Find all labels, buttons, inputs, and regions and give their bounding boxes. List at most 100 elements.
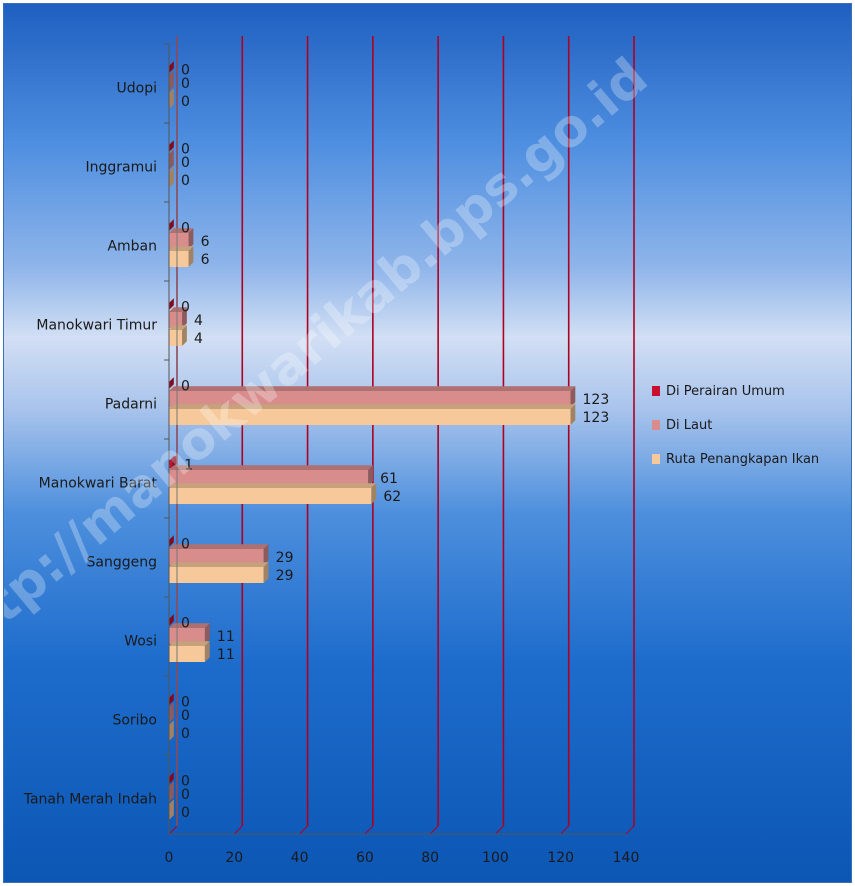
category-label: Wosi xyxy=(124,634,157,650)
watermark-text: http://manokwarikab.bps.go.id xyxy=(4,47,659,675)
bar-di-laut xyxy=(169,70,174,91)
bar-ruta-penangkapan-ikan xyxy=(169,88,174,109)
bar-ruta-penangkapan-ikan xyxy=(169,483,377,504)
value-label: 4 xyxy=(194,331,203,347)
gridlines xyxy=(168,36,635,835)
value-label: 29 xyxy=(276,568,294,584)
bar-ruta-penangkapan-ikan xyxy=(169,404,576,425)
value-label: 0 xyxy=(181,173,190,189)
value-label: 0 xyxy=(181,76,190,92)
value-label: 0 xyxy=(181,300,190,316)
bar-di-perairan-umum xyxy=(169,140,174,152)
value-label: 0 xyxy=(181,63,190,79)
floor-gridline-2 xyxy=(299,825,308,835)
value-label: 0 xyxy=(181,774,190,790)
value-label: 61 xyxy=(380,471,398,487)
bar-di-perairan-umum xyxy=(169,61,174,73)
bar-di-laut xyxy=(169,386,576,407)
x-tick-label-60: 60 xyxy=(356,850,374,866)
legend-swatch xyxy=(652,386,660,396)
value-label: 11 xyxy=(217,647,235,663)
bar-di-perairan-umum xyxy=(169,535,174,547)
value-label: 11 xyxy=(217,629,235,645)
bar-di-perairan-umum xyxy=(169,693,174,705)
category-label: Tanah Merah Indah xyxy=(23,792,157,808)
bar-di-perairan-umum xyxy=(169,377,174,389)
floor-gridline-4 xyxy=(429,825,439,835)
value-label: 0 xyxy=(181,726,190,742)
bar-chart: 0 20 40 60 80 100 120 140Udopi000Inggramui000Am… xyxy=(4,36,819,867)
bar-di-perairan-umum xyxy=(169,772,174,784)
floor-gridline-1 xyxy=(233,825,243,835)
value-label: 0 xyxy=(181,155,190,171)
value-label: 1 xyxy=(184,458,193,474)
chart-frame: 0 20 40 60 80 100 120 140 Udopi 0 0 0 Inggramui 0 0 0 Am… xyxy=(3,3,852,883)
floor-gridline-7 xyxy=(625,825,635,835)
bar-ruta-penangkapan-ikan xyxy=(169,167,174,188)
value-label: 0 xyxy=(181,537,190,553)
axes xyxy=(164,36,626,835)
category-label: Inggramui xyxy=(85,160,157,176)
bar-di-laut xyxy=(169,544,269,565)
value-label: 0 xyxy=(181,805,190,821)
category-label: Padarni xyxy=(105,397,157,413)
bar-ruta-penangkapan-ikan xyxy=(169,325,187,346)
legend: Di Perairan Umum Di Laut Ruta Penangkapan … xyxy=(652,384,819,467)
value-label: 0 xyxy=(181,379,190,395)
value-label: 0 xyxy=(181,94,190,110)
floor-gridline-6 xyxy=(560,825,570,835)
value-label: 4 xyxy=(194,313,203,329)
floor-gridline-0 xyxy=(168,825,178,835)
legend-entry: Ruta Penangkapan Ikan xyxy=(666,452,819,467)
value-label: 6 xyxy=(201,252,210,268)
value-label: 62 xyxy=(383,489,401,505)
x-tick-label-100: 100 xyxy=(482,850,509,866)
bars xyxy=(169,61,576,820)
bar-ruta-penangkapan-ikan xyxy=(169,799,174,820)
value-label: 6 xyxy=(201,234,210,250)
bar-di-laut xyxy=(169,623,210,644)
bar-ruta-penangkapan-ikan xyxy=(169,641,210,662)
x-tick-label-140: 140 xyxy=(613,850,640,866)
x-tick-label-0: 0 xyxy=(165,850,174,866)
category-label: Amban xyxy=(107,239,157,255)
legend-swatch xyxy=(652,454,660,464)
x-tick-label-20: 20 xyxy=(225,850,243,866)
value-label: 0 xyxy=(181,616,190,632)
value-label: 123 xyxy=(583,392,610,408)
x-tick-label-120: 120 xyxy=(547,850,574,866)
legend-entry: Di Perairan Umum xyxy=(666,384,785,399)
category-label: Manokwari Timur xyxy=(36,318,157,334)
bar-ruta-penangkapan-ikan xyxy=(169,720,174,741)
bar-di-laut xyxy=(169,465,373,486)
value-label: 29 xyxy=(276,550,294,566)
bar-ruta-penangkapan-ikan xyxy=(169,246,194,267)
category-label: Soribo xyxy=(112,713,157,729)
bar-di-laut xyxy=(169,149,174,170)
category-label: Manokwari Barat xyxy=(39,476,158,492)
category-label: Udopi xyxy=(117,81,157,97)
bar-di-perairan-umum xyxy=(169,614,174,626)
value-label: 0 xyxy=(181,142,190,158)
bar-di-laut xyxy=(169,307,187,328)
category-label: Sanggeng xyxy=(87,555,158,571)
bar-di-perairan-umum xyxy=(169,456,178,468)
bar-di-laut xyxy=(169,228,194,249)
legend-swatch xyxy=(652,420,660,430)
x-tick-label-80: 80 xyxy=(421,850,439,866)
x-tick-label-40: 40 xyxy=(291,850,309,866)
legend-entry: Di Laut xyxy=(666,418,712,433)
bar-di-laut xyxy=(169,781,174,802)
value-label: 0 xyxy=(181,695,190,711)
value-label: 123 xyxy=(583,410,610,426)
bar-di-laut xyxy=(169,702,174,723)
floor-gridline-5 xyxy=(495,825,504,835)
bar-ruta-penangkapan-ikan xyxy=(169,562,269,583)
value-label: 0 xyxy=(181,708,190,724)
bar-di-perairan-umum xyxy=(169,219,174,231)
value-label: 0 xyxy=(181,787,190,803)
floor-gridline-3 xyxy=(364,825,374,835)
labels: 0 20 40 60 80 100 120 140Udopi000Inggramui000Am… xyxy=(23,63,640,867)
value-label: 0 xyxy=(181,221,190,237)
bar-di-perairan-umum xyxy=(169,298,174,310)
